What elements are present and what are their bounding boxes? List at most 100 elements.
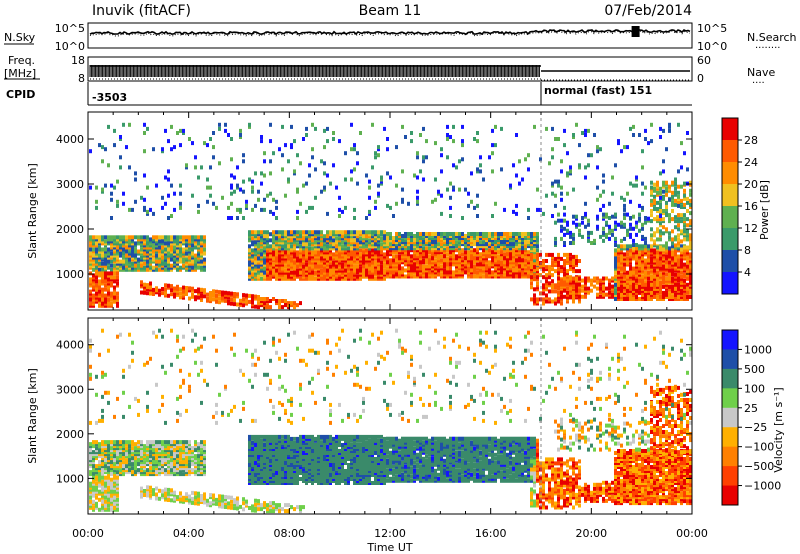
heatmap-cell xyxy=(98,235,101,240)
heatmap-cell xyxy=(479,240,482,245)
heatmap-cell xyxy=(110,297,113,302)
heatmap-cell xyxy=(659,205,662,209)
heatmap-cell xyxy=(563,232,566,237)
heatmap-cell xyxy=(227,291,230,296)
heatmap-cell xyxy=(407,246,410,251)
heatmap-cell xyxy=(458,246,461,251)
heatmap-cell xyxy=(170,183,173,188)
heatmap-cell xyxy=(155,183,158,188)
heatmap-cell xyxy=(383,270,386,275)
heatmap-cell xyxy=(227,295,230,300)
heatmap-cell xyxy=(416,272,419,277)
heatmap-cell xyxy=(563,271,566,276)
heatmap-cell xyxy=(338,254,341,259)
heatmap-cell xyxy=(362,230,365,235)
heatmap-cell xyxy=(545,265,548,270)
heatmap-cell xyxy=(470,171,473,176)
heatmap-cell xyxy=(533,297,536,302)
heatmap-cell xyxy=(287,246,290,251)
heatmap-cell xyxy=(623,295,626,299)
heatmap-cell xyxy=(623,262,626,267)
heatmap-cell xyxy=(287,254,290,259)
heatmap-cell xyxy=(662,254,665,259)
heatmap-cell xyxy=(170,288,173,293)
heatmap-cell xyxy=(644,282,647,287)
heatmap-cell xyxy=(560,224,563,229)
heatmap-cell xyxy=(302,236,305,241)
heatmap-cell xyxy=(674,260,677,265)
heatmap-cell xyxy=(470,274,473,279)
heatmap-cell xyxy=(317,230,320,235)
heatmap-cell xyxy=(557,282,560,287)
heatmap-cell xyxy=(659,229,662,234)
heatmap-cell xyxy=(110,235,113,240)
heatmap-cell xyxy=(104,239,107,244)
heatmap-cell xyxy=(674,235,677,240)
heatmap-cell xyxy=(566,259,569,263)
heatmap-cell xyxy=(599,294,602,299)
heatmap-cell xyxy=(200,235,203,240)
heatmap-cell xyxy=(404,232,407,236)
heatmap-cell xyxy=(299,270,302,275)
heatmap-cell xyxy=(464,252,467,257)
heatmap-cell xyxy=(347,246,350,251)
heatmap-cell xyxy=(155,286,158,291)
heatmap-cell xyxy=(626,270,629,275)
heatmap-cell xyxy=(92,281,95,286)
heatmap-cell xyxy=(116,303,119,308)
heatmap-cell xyxy=(641,149,644,154)
heatmap-cell xyxy=(464,250,467,255)
heatmap-cell xyxy=(143,237,146,242)
heatmap-cell xyxy=(242,303,245,308)
heatmap-cell xyxy=(632,226,635,231)
heatmap-cell xyxy=(134,247,137,252)
heatmap-cell xyxy=(671,270,674,275)
heatmap-cell xyxy=(125,259,128,264)
heatmap-cell xyxy=(167,259,170,264)
heatmap-cell xyxy=(362,246,365,251)
heatmap-cell xyxy=(401,169,404,174)
heatmap-cell xyxy=(419,254,422,259)
heatmap-cell xyxy=(416,155,419,160)
heatmap-cell xyxy=(599,207,602,212)
heatmap-cell xyxy=(272,151,275,156)
heatmap-cell xyxy=(464,187,467,192)
freq-left-tick-bottom: 8 xyxy=(78,72,85,85)
heatmap-cell xyxy=(668,237,671,242)
heatmap-cell xyxy=(506,254,509,259)
heatmap-cell xyxy=(107,271,110,276)
heatmap-cell xyxy=(251,185,254,190)
heatmap-cell xyxy=(578,232,581,237)
heatmap-cell xyxy=(314,195,317,200)
heatmap-cell xyxy=(101,247,104,252)
heatmap-cell xyxy=(569,165,572,170)
heatmap-cell xyxy=(98,285,101,290)
heatmap-cell xyxy=(89,261,92,266)
heatmap-cell xyxy=(578,276,581,281)
heatmap-cell xyxy=(104,235,107,240)
heatmap-cell xyxy=(344,205,347,210)
heatmap-cell xyxy=(461,139,464,144)
heatmap-cell xyxy=(389,258,392,263)
heatmap-cell xyxy=(551,147,554,152)
heatmap-cell xyxy=(653,268,656,273)
heatmap-cell xyxy=(437,238,440,243)
heatmap-cell xyxy=(440,272,443,277)
heatmap-cell xyxy=(650,202,653,207)
heatmap-cell xyxy=(128,257,131,262)
heatmap-cell xyxy=(161,267,164,272)
heatmap-cell xyxy=(143,205,146,210)
heatmap-cell xyxy=(461,216,464,220)
heatmap-cell xyxy=(401,252,404,257)
heatmap-cell xyxy=(557,271,560,276)
heatmap-cell xyxy=(146,251,149,256)
heatmap-cell xyxy=(350,276,353,281)
heatmap-cell xyxy=(209,137,212,141)
heatmap-cell xyxy=(482,232,485,236)
heatmap-cell xyxy=(203,251,206,256)
heatmap-cell xyxy=(101,261,104,266)
noise-left-tick-top: 10^5 xyxy=(55,22,85,35)
heatmap-cell xyxy=(680,254,683,259)
heatmap-cell xyxy=(161,195,164,200)
heatmap-cell xyxy=(500,246,503,251)
